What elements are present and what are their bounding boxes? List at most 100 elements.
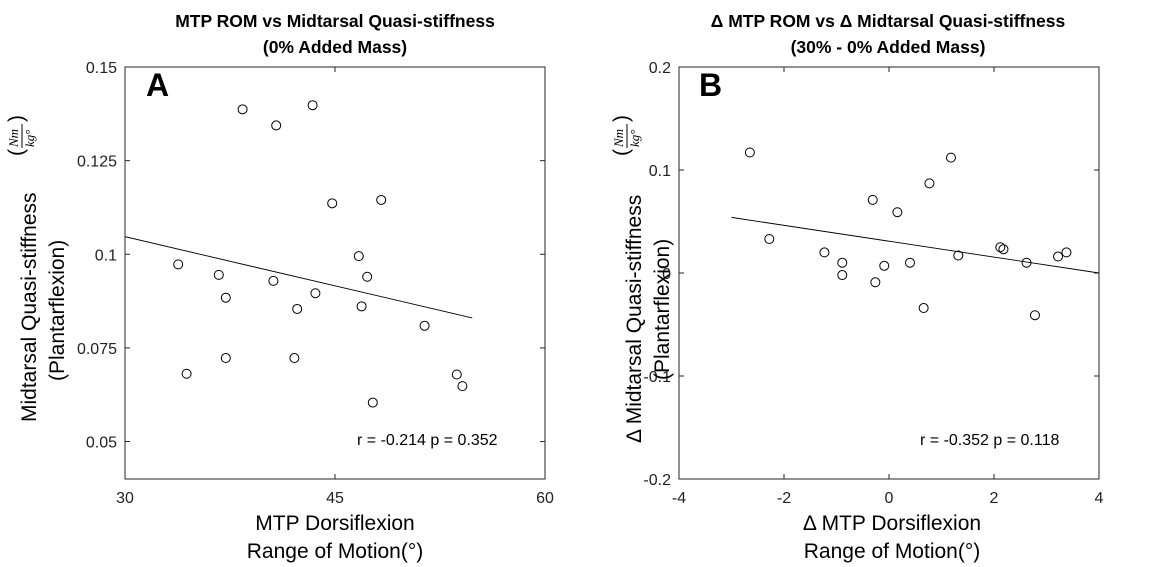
panel-b-y-unit-numerator: Nm bbox=[611, 129, 626, 148]
panel-b-data-point bbox=[1061, 247, 1072, 258]
panel-a-fit-line bbox=[124, 236, 473, 319]
panel-b-data-point bbox=[870, 277, 881, 288]
panel-a-y-ticks: 0.05 0.075 0.1 0.125 0.15 bbox=[77, 60, 545, 452]
panel-a-data-point bbox=[292, 303, 303, 314]
panel-b-y-ticks: -0.2 -0.1 0 0.1 0.2 bbox=[643, 60, 1099, 489]
panel-b-data-point bbox=[819, 247, 830, 258]
panel-a-y-label-line-2: (Plantarflexion) bbox=[46, 240, 69, 381]
panel-a-x-tick-label: 45 bbox=[326, 490, 344, 507]
panel-b-y-label: Δ Midtarsal Quasi-stiffness (Plantarflex… bbox=[610, 115, 674, 443]
panel-a-title-line-1: MTP ROM vs Midtarsal Quasi-stiffness bbox=[175, 11, 495, 31]
panel-a-data-point bbox=[237, 104, 248, 115]
panel-b-data-point bbox=[892, 207, 903, 218]
panel-b-data-point bbox=[905, 257, 915, 268]
panel-a-data-point bbox=[451, 369, 462, 380]
panel-a-data-point bbox=[376, 194, 387, 205]
panel-b-y-tick-label: -0.1 bbox=[643, 369, 671, 386]
panel-a-x-ticks: 30 45 60 bbox=[116, 67, 554, 507]
panel-b-data-point bbox=[1029, 310, 1040, 321]
panel-b-data-point bbox=[995, 242, 1006, 253]
svg-text:(Plantarflexion): (Plantarflexion) bbox=[651, 239, 674, 380]
svg-text:(: ( bbox=[5, 149, 28, 156]
panel-b-y-tick-label: 0 bbox=[662, 266, 671, 283]
panel-a-data-point bbox=[307, 100, 318, 111]
panel-a-data-point bbox=[457, 381, 468, 392]
panel-b-x-tick-label: -2 bbox=[777, 490, 791, 507]
panel-b-data-point bbox=[918, 303, 929, 314]
panel-a-data-point bbox=[173, 259, 184, 270]
panel-a-data-point bbox=[353, 251, 364, 262]
panel-a-data-point bbox=[356, 301, 367, 312]
panel-b-y-label-line-1: Δ Midtarsal Quasi-stiffness bbox=[623, 195, 646, 443]
panel-b-data-point bbox=[953, 250, 964, 261]
panel-a-plot-frame bbox=[124, 66, 546, 480]
panel-b-fit-line bbox=[731, 216, 1100, 274]
panel-b-x-ticks: -4 -2 0 2 4 bbox=[672, 67, 1104, 507]
panel-b-data-point bbox=[744, 147, 755, 158]
panel-a-marks bbox=[124, 100, 473, 408]
panel-b-x-tick-label: 0 bbox=[885, 490, 894, 507]
panel-a-y-label: Midtarsal Quasi-stiffness (Plantarflexio… bbox=[5, 115, 69, 422]
panel-a-data-point bbox=[181, 368, 192, 379]
panel-a-x-label-line-2: Range of Motion(°) bbox=[247, 540, 423, 563]
panel-b-y-label-line-2: (Plantarflexion) bbox=[651, 239, 674, 380]
panel-a-y-tick-label: 0.125 bbox=[77, 154, 117, 171]
panel-b-axes bbox=[678, 66, 1100, 480]
panel-b-data-point bbox=[924, 178, 935, 189]
panel-a-y-unit-denominator: kg° bbox=[22, 130, 37, 147]
panel-b-data-point bbox=[879, 260, 890, 271]
panel-a-title-line-2: (0% Added Mass) bbox=[263, 37, 407, 57]
panel-b: Δ MTP ROM vs Δ Midtarsal Quasi-stiffness… bbox=[610, 11, 1104, 563]
panel-a-data-point bbox=[419, 320, 430, 331]
panel-b-y-unit-denominator: kg° bbox=[627, 130, 642, 147]
svg-text:): ) bbox=[610, 115, 633, 122]
panel-a-data-point bbox=[367, 397, 378, 408]
panel-b-data-point bbox=[764, 234, 775, 245]
panel-a-data-point bbox=[220, 292, 231, 303]
panel-b-title-line-2: (30% - 0% Added Mass) bbox=[791, 37, 986, 57]
panel-b-data-point bbox=[837, 257, 848, 268]
panel-b-y-tick-label: -0.2 bbox=[643, 472, 671, 489]
svg-text:Δ Midtarsal Quasi-stiffness: Δ Midtarsal Quasi-stiffness bbox=[623, 195, 646, 443]
panel-a-data-point bbox=[220, 353, 231, 364]
panel-a-y-tick-label: 0.15 bbox=[86, 60, 117, 77]
panel-b-y-tick-label: 0.1 bbox=[649, 163, 671, 180]
panel-b-y-tick-label: 0.2 bbox=[649, 60, 671, 77]
svg-text:Midtarsal Quasi-stiffness: Midtarsal Quasi-stiffness bbox=[18, 192, 41, 422]
panel-a-data-point bbox=[289, 353, 300, 364]
panel-a-y-tick-label: 0.05 bbox=[86, 435, 117, 452]
svg-text:(Plantarflexion): (Plantarflexion) bbox=[46, 240, 69, 381]
panel-b-plot-frame bbox=[678, 66, 1100, 480]
panel-a-y-tick-label: 0.075 bbox=[77, 341, 117, 358]
panel-b-marks bbox=[731, 147, 1100, 321]
panel-b-x-tick-label: -4 bbox=[672, 490, 686, 507]
panel-b-x-label-line-2: Range of Motion(°) bbox=[804, 540, 980, 563]
panel-b-letter: B bbox=[699, 67, 722, 103]
panel-b-data-point bbox=[998, 244, 1009, 255]
panel-a-x-tick-label: 60 bbox=[536, 490, 554, 507]
panel-a-data-point bbox=[310, 288, 321, 299]
panel-a-data-point bbox=[362, 271, 373, 282]
panel-a-data-point bbox=[213, 269, 224, 280]
panel-a-letter: A bbox=[146, 67, 169, 103]
panel-b-x-tick-label: 2 bbox=[990, 490, 999, 507]
panel-b-data-point bbox=[945, 152, 956, 163]
panel-b-title-line-1: Δ MTP ROM vs Δ Midtarsal Quasi-stiffness bbox=[711, 11, 1066, 31]
panel-a-data-point bbox=[327, 198, 338, 209]
panel-a-axes bbox=[124, 66, 546, 480]
panel-a-data-point bbox=[268, 275, 279, 286]
panel-b-x-label-line-1: Δ MTP Dorsiflexion bbox=[803, 512, 981, 535]
panel-a-data-point bbox=[271, 120, 282, 131]
panel-b-x-tick-label: 4 bbox=[1095, 490, 1104, 507]
panel-a-x-tick-label: 30 bbox=[116, 490, 134, 507]
panel-b-stat-annotation: r = -0.352 p = 0.118 bbox=[920, 432, 1059, 449]
panel-b-data-point bbox=[1053, 251, 1064, 262]
svg-text:): ) bbox=[5, 115, 28, 122]
panel-b-data-point bbox=[837, 270, 848, 281]
panel-a-x-label-line-1: MTP Dorsiflexion bbox=[255, 512, 415, 535]
panel-b-data-point bbox=[867, 194, 878, 205]
panel-a: MTP ROM vs Midtarsal Quasi-stiffness (0%… bbox=[5, 11, 554, 563]
panel-b-data-point bbox=[1021, 257, 1032, 268]
svg-text:(: ( bbox=[610, 149, 633, 156]
